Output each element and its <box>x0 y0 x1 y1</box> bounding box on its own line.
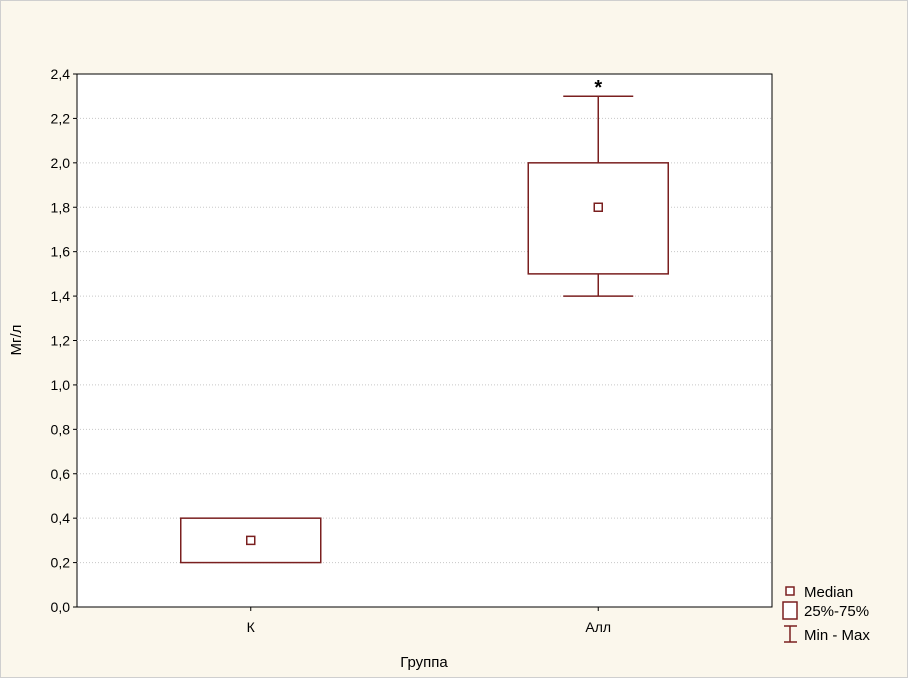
significance-annotation: * <box>594 77 602 99</box>
legend-median-marker <box>785 586 795 596</box>
y-tick-label: 1,4 <box>51 288 71 304</box>
x-tick-label: К <box>247 619 256 635</box>
y-tick-label: 2,0 <box>51 155 71 171</box>
median-marker <box>593 202 603 212</box>
iqr-box <box>527 162 669 275</box>
legend-box-marker <box>782 601 798 620</box>
y-tick-label: 0,4 <box>51 510 71 526</box>
y-tick-label: 0,0 <box>51 599 71 615</box>
y-axis-ticks: 0,0 0,2 0,4 0,6 0,8 1,0 1,2 1,4 1,6 1,8 2,0 2,2 2,4 <box>51 66 77 615</box>
y-tick-label: 2,2 <box>51 110 71 126</box>
x-axis-ticks: К Алл <box>247 607 611 635</box>
boxes: * <box>180 77 669 564</box>
y-tick-label: 1,8 <box>51 199 71 215</box>
legend-whisker-label: Min - Max <box>804 627 870 644</box>
y-tick-label: 2,4 <box>51 66 71 82</box>
box-0 <box>180 517 322 564</box>
y-tick-label: 1,2 <box>51 333 71 349</box>
legend-median-label: Median <box>804 584 853 601</box>
y-tick-label: 1,6 <box>51 244 71 260</box>
x-axis-title: Группа <box>400 654 448 671</box>
y-tick-label: 0,8 <box>51 421 71 437</box>
legend-whisker-marker <box>784 625 797 643</box>
legend-box-label: 25%-75% <box>804 603 869 620</box>
box-1: * <box>527 77 669 297</box>
y-tick-label: 0,6 <box>51 466 71 482</box>
y-tick-label: 1,0 <box>51 377 71 393</box>
legend: Median 25%-75% Min - Max <box>782 584 870 644</box>
y-axis-title: Мг/л <box>8 325 25 356</box>
x-tick-label: Алл <box>585 619 611 635</box>
y-tick-label: 0,2 <box>51 555 71 571</box>
median-marker <box>246 535 256 546</box>
